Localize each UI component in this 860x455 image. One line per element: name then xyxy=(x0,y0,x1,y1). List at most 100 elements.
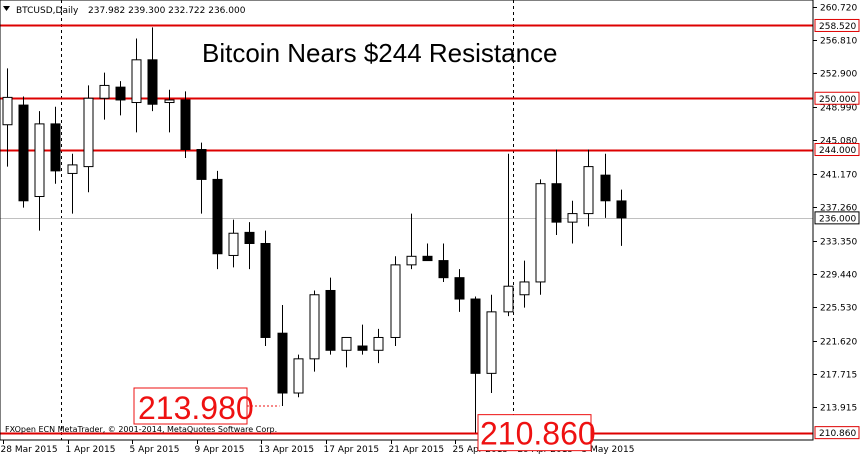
candle[interactable] xyxy=(244,222,255,270)
candle[interactable] xyxy=(454,269,465,312)
candle[interactable] xyxy=(34,111,45,231)
candle[interactable] xyxy=(503,153,514,317)
candle-body xyxy=(422,255,433,262)
candle-body xyxy=(67,164,78,174)
candle[interactable] xyxy=(180,91,191,159)
annotation-box xyxy=(477,414,592,452)
price-tick-label: 237.260 xyxy=(820,204,857,214)
chevron-down-icon[interactable] xyxy=(3,6,10,11)
candle-body xyxy=(18,104,29,202)
price-tick-label: 229.440 xyxy=(820,271,857,281)
candle[interactable] xyxy=(406,213,417,270)
candle-body xyxy=(567,213,578,223)
candle[interactable] xyxy=(519,260,530,308)
candle[interactable] xyxy=(196,142,207,214)
symbol-header: BTCUSD,Daily xyxy=(16,6,79,16)
time-tick-label: 17 Apr 2015 xyxy=(324,445,380,455)
candle-body xyxy=(616,200,627,219)
candle-body xyxy=(131,59,142,104)
time-tick-label: 21 Apr 2015 xyxy=(389,445,445,455)
time-tick-label: 9 Apr 2015 xyxy=(195,445,245,455)
level-tag-box xyxy=(814,426,860,440)
candle[interactable] xyxy=(486,294,497,394)
plot-frame xyxy=(0,0,814,441)
level-tag-box xyxy=(814,91,860,105)
price-tick-label: 260.720 xyxy=(820,4,857,14)
candle[interactable] xyxy=(373,328,384,364)
price-tick-label: 217.715 xyxy=(820,371,857,381)
candle-body xyxy=(341,336,352,351)
level-tag: 244.000 xyxy=(819,146,856,156)
candle[interactable] xyxy=(357,324,368,355)
ohlc-header: 237.982 239.300 232.722 236.000 xyxy=(88,6,246,16)
candle-body xyxy=(470,298,481,374)
candle-body xyxy=(180,99,191,151)
candle-body xyxy=(196,149,207,180)
candle[interactable] xyxy=(212,170,223,270)
level-tag: 250.000 xyxy=(819,95,856,105)
candle-body xyxy=(212,178,223,255)
vertical-separators xyxy=(61,0,514,440)
annotation-box xyxy=(133,387,248,425)
candle-body xyxy=(2,96,13,126)
candle[interactable] xyxy=(50,106,61,184)
candle[interactable] xyxy=(18,96,29,208)
candle[interactable] xyxy=(2,68,13,167)
candle-body xyxy=(309,294,320,360)
price-tick-label: 233.350 xyxy=(820,238,857,248)
candle[interactable] xyxy=(147,27,158,112)
candle[interactable] xyxy=(422,243,433,262)
chart-header: BTCUSD,Daily 237.982 239.300 232.722 236… xyxy=(3,6,246,16)
candle-body xyxy=(438,260,449,279)
candle[interactable] xyxy=(260,230,271,347)
price-tick-label: 256.810 xyxy=(820,37,857,47)
candle[interactable] xyxy=(115,81,126,116)
annotation-low-2: 210.860 xyxy=(480,416,596,452)
candle[interactable] xyxy=(277,305,288,406)
candle[interactable] xyxy=(535,179,546,295)
price-tick-label: 248.990 xyxy=(820,104,857,114)
candle-body xyxy=(277,332,288,394)
candle[interactable] xyxy=(600,153,611,218)
candle-body xyxy=(147,59,158,105)
candle-body xyxy=(583,166,594,215)
candle-body xyxy=(293,358,304,394)
copyright-text: FXOpen ECN MetaTrader, © 2001-2014, Meta… xyxy=(5,425,277,434)
candle[interactable] xyxy=(583,149,594,227)
candle[interactable] xyxy=(567,200,578,244)
price-axis: 260.720 256.810 252.900 248.990 245.080 241.1… xyxy=(813,4,860,440)
candle[interactable] xyxy=(131,38,142,133)
candles[interactable] xyxy=(2,27,627,433)
candle-body xyxy=(486,311,497,374)
current-price-tag: 236.000 xyxy=(819,214,856,224)
candle[interactable] xyxy=(616,189,627,246)
annotation-low-1: 213.980 xyxy=(138,390,254,426)
candle[interactable] xyxy=(83,85,94,193)
candle-body xyxy=(373,336,384,351)
candle-body xyxy=(244,231,255,244)
candle[interactable] xyxy=(390,256,401,347)
time-tick-label: 3 May 2015 xyxy=(582,445,635,455)
price-tick-label: 221.620 xyxy=(820,338,857,348)
candle-body xyxy=(50,123,61,172)
candle[interactable] xyxy=(438,243,449,282)
level-tag: 258.520 xyxy=(819,22,856,32)
candle[interactable] xyxy=(67,153,78,214)
candle[interactable] xyxy=(551,149,562,235)
chart-title: Bitcoin Nears $244 Resistance xyxy=(202,38,558,68)
candle-body xyxy=(535,183,546,283)
candle[interactable] xyxy=(164,89,175,133)
time-tick-label: 13 Apr 2015 xyxy=(259,445,315,455)
candle[interactable] xyxy=(325,277,336,355)
candle[interactable] xyxy=(341,336,352,368)
candle[interactable] xyxy=(293,354,304,398)
candle-body xyxy=(390,264,401,338)
candle-body xyxy=(551,183,562,223)
candle[interactable] xyxy=(99,72,110,120)
candle-body xyxy=(99,84,110,99)
candle[interactable] xyxy=(228,219,239,268)
candle[interactable] xyxy=(309,290,320,372)
candle[interactable] xyxy=(470,296,481,433)
